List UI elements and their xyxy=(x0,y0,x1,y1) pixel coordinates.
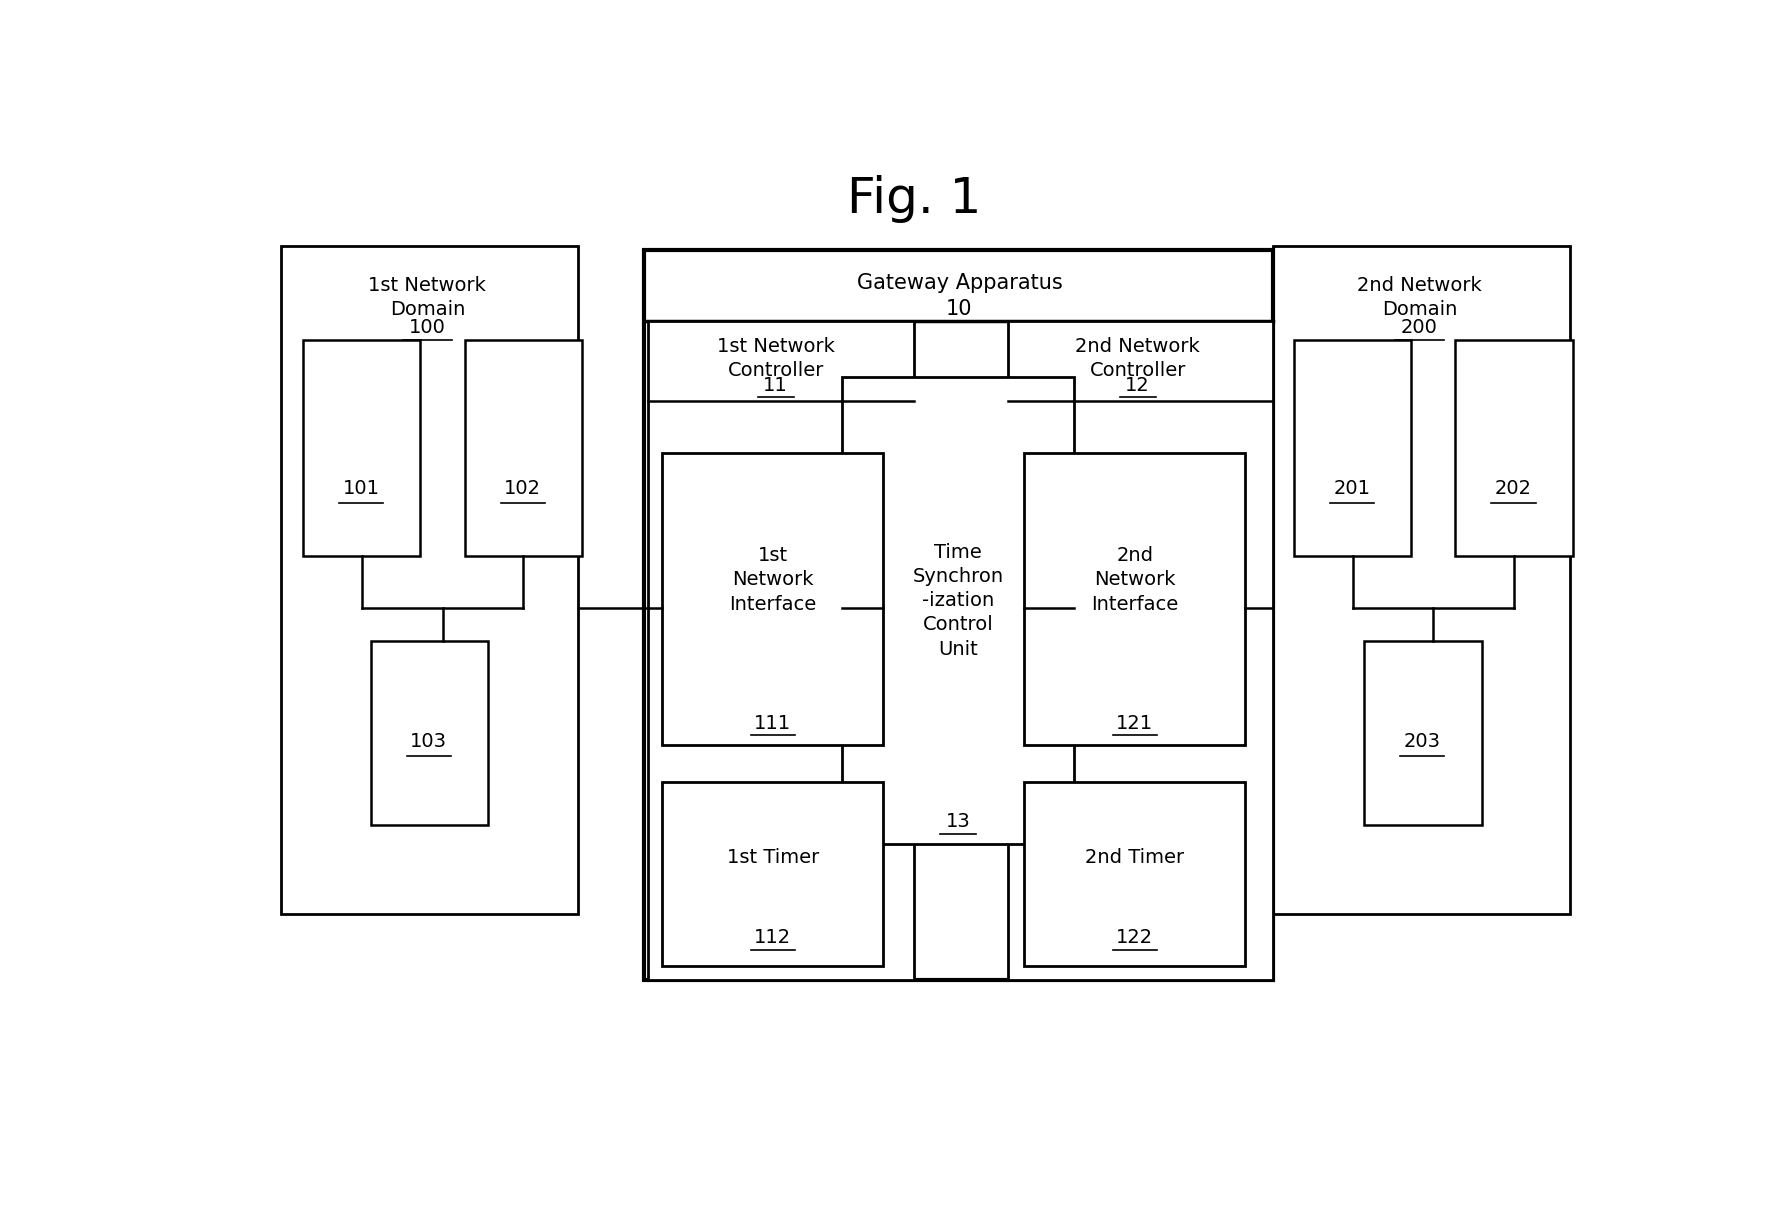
Text: 102: 102 xyxy=(504,479,542,498)
Text: 1st Network
Controller: 1st Network Controller xyxy=(716,338,834,380)
Text: Gateway Apparatus: Gateway Apparatus xyxy=(855,273,1062,294)
Bar xyxy=(1007,320,1272,980)
Text: 121: 121 xyxy=(1116,713,1153,733)
Bar xyxy=(1454,340,1572,556)
Bar xyxy=(1023,453,1244,745)
Text: 2nd Timer: 2nd Timer xyxy=(1085,849,1183,867)
Bar xyxy=(465,340,583,556)
Bar xyxy=(1272,246,1570,915)
Text: 111: 111 xyxy=(754,713,791,733)
Bar xyxy=(661,453,882,745)
Text: 1st
Network
Interface: 1st Network Interface xyxy=(729,547,816,614)
Text: 101: 101 xyxy=(342,479,380,498)
Text: 103: 103 xyxy=(410,733,447,751)
Bar xyxy=(303,340,421,556)
Text: 203: 203 xyxy=(1402,733,1440,751)
Bar xyxy=(649,320,914,980)
Text: 10: 10 xyxy=(946,298,973,319)
Bar xyxy=(661,783,882,966)
Text: 201: 201 xyxy=(1333,479,1370,498)
Text: 200: 200 xyxy=(1401,318,1436,338)
Bar xyxy=(1023,783,1244,966)
Text: 2nd Network
Controller: 2nd Network Controller xyxy=(1075,338,1199,380)
Bar xyxy=(643,251,1272,980)
Text: Fig. 1: Fig. 1 xyxy=(846,175,980,223)
Bar xyxy=(282,246,577,915)
Text: 11: 11 xyxy=(763,375,788,395)
Text: 122: 122 xyxy=(1116,928,1153,948)
Text: 2nd Network
Domain: 2nd Network Domain xyxy=(1356,276,1481,319)
Bar xyxy=(1363,641,1481,824)
Bar xyxy=(841,378,1073,844)
Text: 1st Network
Domain: 1st Network Domain xyxy=(369,276,486,319)
Text: 202: 202 xyxy=(1493,479,1531,498)
Text: Time
Synchron
-ization
Control
Unit: Time Synchron -ization Control Unit xyxy=(912,543,1003,659)
Bar xyxy=(371,641,488,824)
Text: 112: 112 xyxy=(754,928,791,948)
Text: 12: 12 xyxy=(1124,375,1149,395)
Bar xyxy=(1294,340,1411,556)
Text: 13: 13 xyxy=(944,812,969,832)
Text: 1st Timer: 1st Timer xyxy=(727,849,818,867)
Text: 2nd
Network
Interface: 2nd Network Interface xyxy=(1091,547,1178,614)
Text: 100: 100 xyxy=(408,318,446,338)
